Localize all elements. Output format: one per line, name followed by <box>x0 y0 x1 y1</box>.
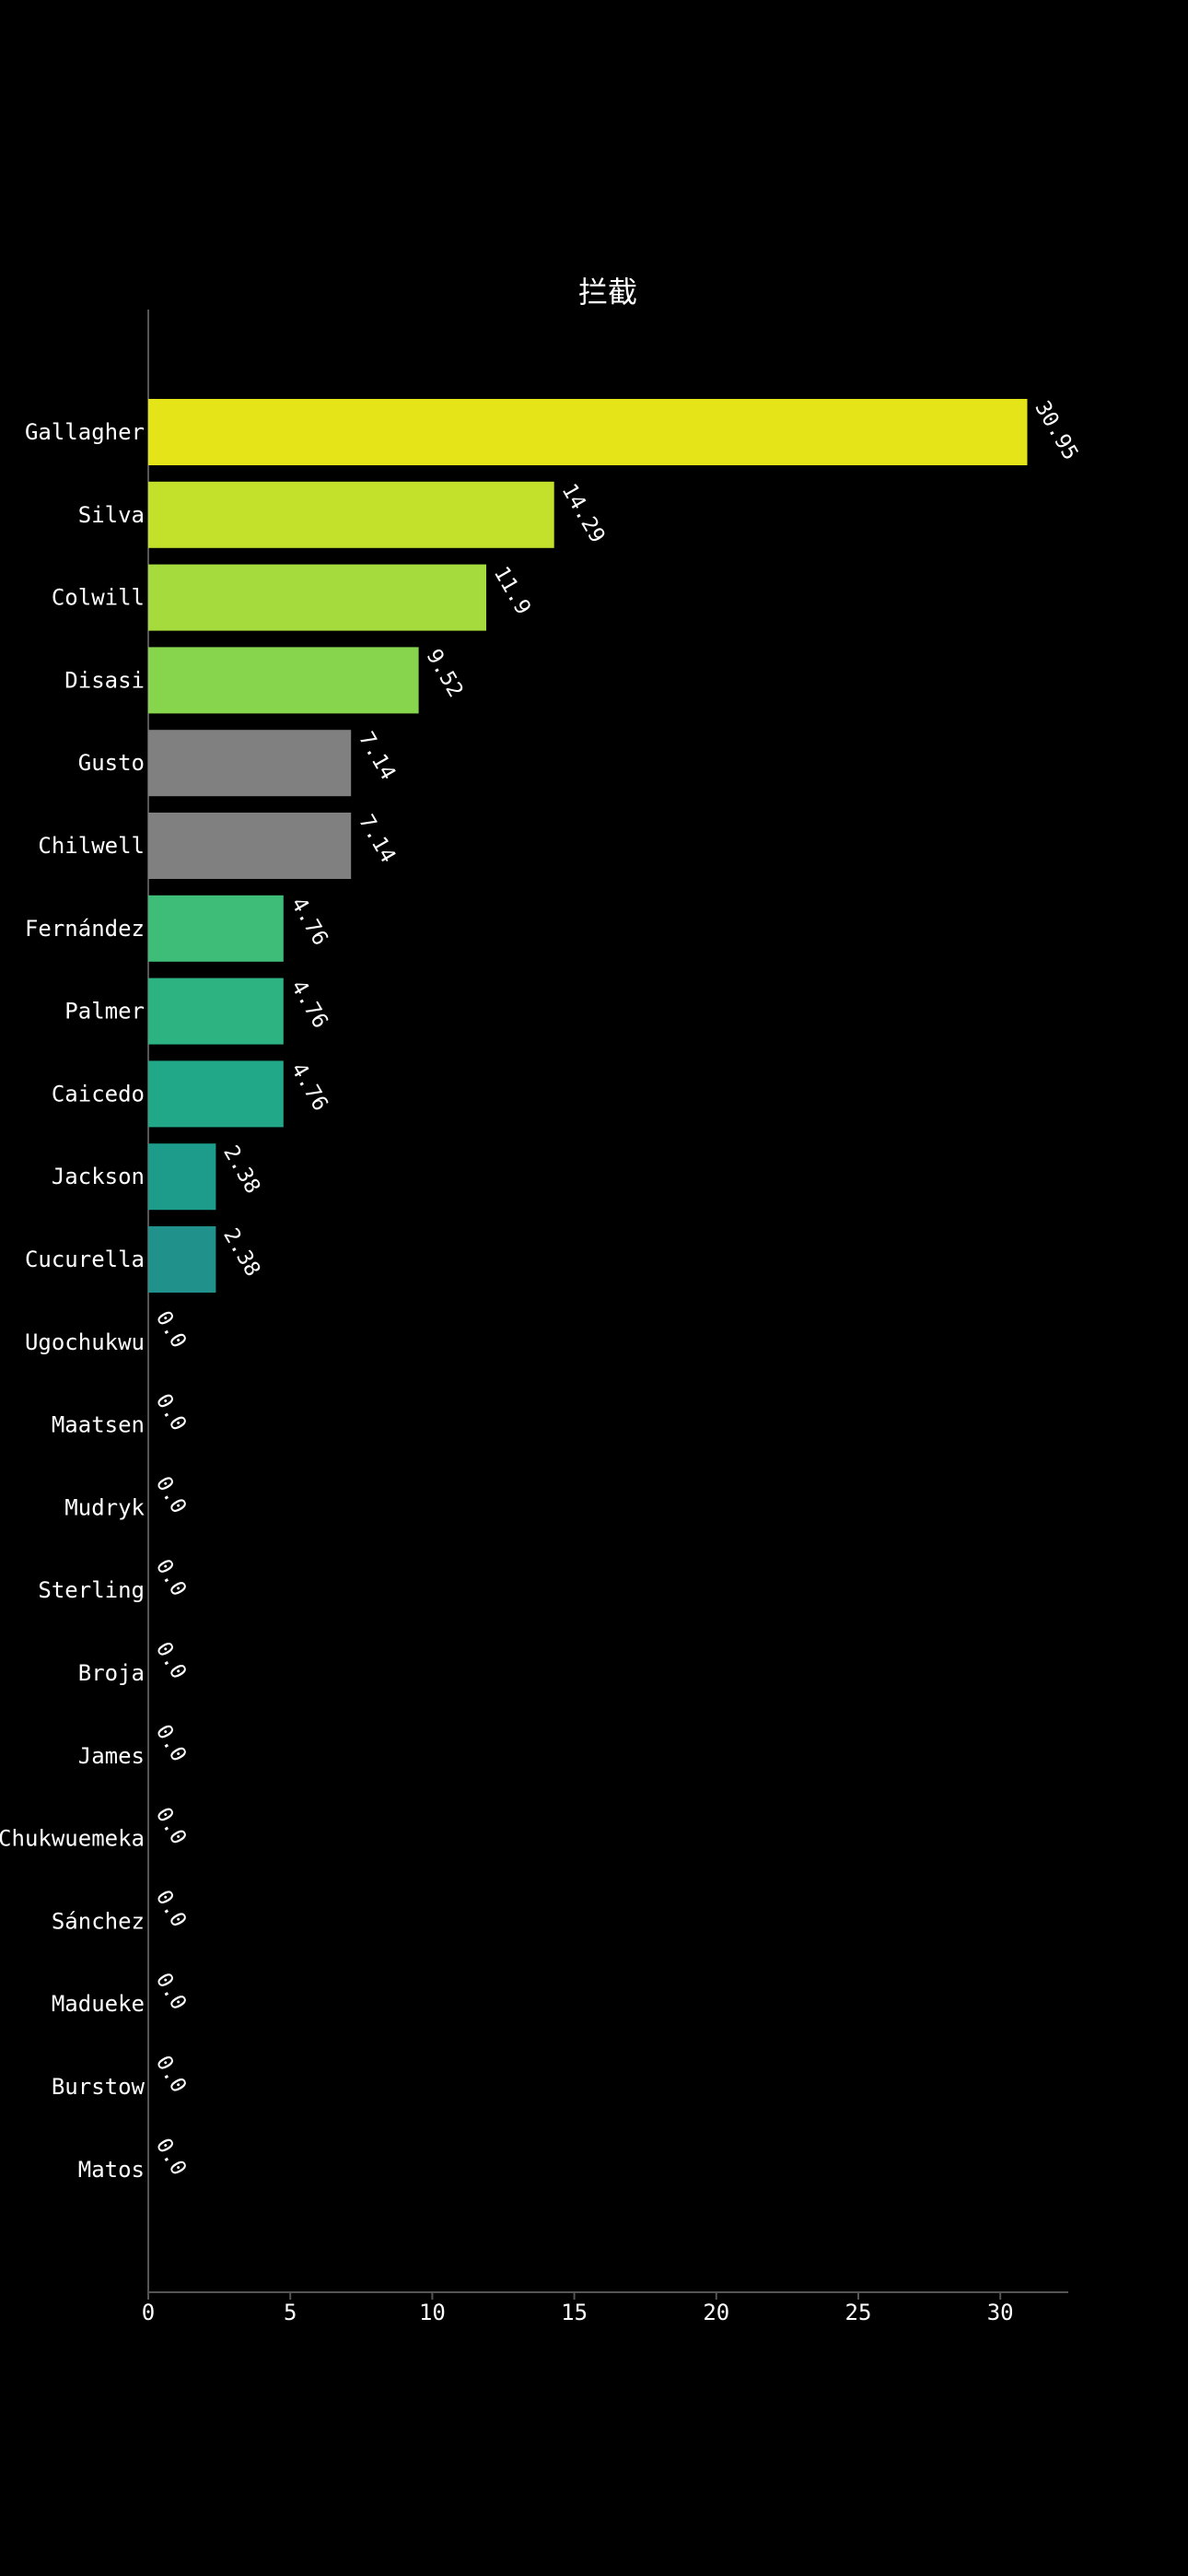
value-label-14: 0.0 <box>151 1555 191 1600</box>
value-label-6: 4.76 <box>286 894 332 950</box>
x-tick-label-0: 0 <box>142 2300 155 2325</box>
value-label-9: 2.38 <box>218 1142 264 1198</box>
bar-3 <box>148 647 419 714</box>
category-label-8: Caicedo <box>52 1081 145 1107</box>
category-label-5: Chilwell <box>38 833 145 859</box>
bar-4 <box>148 730 352 797</box>
value-label-4: 7.14 <box>354 728 400 784</box>
x-axis-ticks: 0 5 10 15 20 25 30 <box>142 2292 1014 2325</box>
x-tick-label-5: 25 <box>845 2300 872 2325</box>
x-tick-label-2: 10 <box>419 2300 446 2325</box>
value-label-5: 7.14 <box>354 811 400 867</box>
category-label-7: Palmer <box>64 999 145 1025</box>
value-label-1: 14.29 <box>557 480 610 547</box>
category-label-4: Gusto <box>78 750 145 776</box>
category-label-11: Ugochukwu <box>25 1329 145 1355</box>
category-label-13: Mudryk <box>64 1494 145 1520</box>
category-label-19: Madueke <box>52 1991 145 2017</box>
x-tick-label-3: 15 <box>561 2300 588 2325</box>
value-label-0: 30.95 <box>1030 397 1082 464</box>
category-label-15: Broja <box>78 1660 145 1686</box>
value-label-18: 0.0 <box>151 1886 191 1931</box>
category-label-21: Matos <box>78 2157 145 2183</box>
category-label-3: Disasi <box>64 667 145 693</box>
bar-5 <box>148 813 352 879</box>
x-tick-label-1: 5 <box>284 2300 297 2325</box>
value-label-21: 0.0 <box>151 2135 191 2180</box>
category-label-17: Chukwuemeka <box>0 1826 145 1852</box>
chart-title: 拦截 <box>578 275 637 310</box>
value-label-12: 0.0 <box>151 1390 191 1435</box>
value-label-2: 11.9 <box>489 563 535 619</box>
x-tick-label-6: 30 <box>987 2300 1014 2325</box>
value-label-15: 0.0 <box>151 1638 191 1683</box>
category-label-2: Colwill <box>52 585 145 611</box>
value-label-8: 4.76 <box>286 1059 332 1115</box>
category-label-6: Fernández <box>25 916 145 942</box>
value-label-3: 9.52 <box>421 645 467 701</box>
bar-2 <box>148 564 486 631</box>
bar-9 <box>148 1143 216 1211</box>
value-label-10: 2.38 <box>218 1224 264 1281</box>
category-labels: Gallagher Silva Colwill Disasi Gusto Chilwell… <box>0 419 146 2183</box>
value-label-11: 0.0 <box>151 1307 191 1352</box>
bar-10 <box>148 1226 216 1293</box>
x-tick-label-4: 20 <box>703 2300 729 2325</box>
value-label-20: 0.0 <box>151 2052 191 2097</box>
category-label-1: Silva <box>78 502 145 528</box>
value-label-7: 4.76 <box>286 977 332 1033</box>
value-label-16: 0.0 <box>151 1721 191 1766</box>
category-label-20: Burstow <box>52 2074 146 2100</box>
category-label-9: Jackson <box>52 1164 145 1189</box>
bar-7 <box>148 978 284 1045</box>
bar-0 <box>148 399 1028 465</box>
bar-1 <box>148 481 554 548</box>
category-label-12: Maatsen <box>52 1412 145 1438</box>
value-label-17: 0.0 <box>151 1804 191 1849</box>
category-label-18: Sánchez <box>52 1908 145 1934</box>
bars <box>148 399 1028 1293</box>
category-label-16: James <box>78 1743 145 1769</box>
bar-8 <box>148 1060 284 1128</box>
category-label-0: Gallagher <box>25 419 145 445</box>
value-label-13: 0.0 <box>151 1472 191 1517</box>
category-label-14: Sterling <box>38 1577 145 1603</box>
value-label-19: 0.0 <box>151 1969 191 2014</box>
category-label-10: Cucurella <box>25 1247 145 1272</box>
bar-6 <box>148 895 284 962</box>
